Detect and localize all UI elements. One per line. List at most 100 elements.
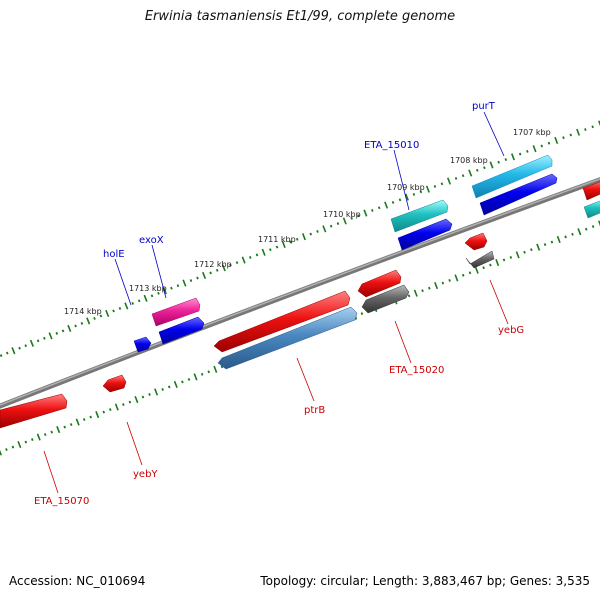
minor-tick — [591, 125, 594, 129]
kbp-label-1709: 1709 kbp — [387, 183, 425, 192]
minor-tick — [391, 201, 395, 204]
gene-holE[interactable] — [133, 336, 152, 353]
minor-tick — [336, 222, 340, 226]
gene-yebG-neighbor[interactable] — [464, 232, 488, 251]
gene-ETA_15020-neighbor[interactable] — [361, 284, 410, 314]
genome-backbone-highlight — [0, 178, 600, 406]
kbp-label-1710: 1710 kbp — [323, 210, 361, 219]
minor-tick — [550, 240, 554, 244]
minor-tick — [289, 240, 292, 244]
minor-tick — [360, 312, 364, 316]
major-tick — [301, 233, 306, 241]
minor-tick — [530, 248, 533, 252]
leader-ptrB — [296, 357, 315, 402]
minor-tick — [61, 329, 65, 333]
minor-tick — [584, 227, 588, 231]
major-tick — [29, 339, 34, 347]
major-tick — [0, 449, 3, 456]
minor-tick — [161, 388, 164, 391]
gene-purT[interactable] — [471, 154, 553, 199]
minor-tick — [5, 351, 9, 355]
accession-text: Accession: NC_010694 — [9, 574, 146, 588]
minor-tick — [269, 248, 272, 252]
major-tick — [36, 433, 41, 441]
major-tick — [434, 282, 439, 290]
major-tick — [474, 266, 479, 274]
minor-tick — [407, 294, 411, 298]
major-tick — [154, 388, 159, 396]
kbp-label-1708: 1708 kbp — [450, 156, 488, 165]
minor-tick — [43, 336, 46, 340]
kbp-label-1713: 1713 kbp — [129, 284, 167, 293]
minor-tick — [108, 408, 112, 411]
minor-tick — [569, 133, 573, 137]
minor-tick — [207, 370, 211, 374]
minor-tick — [482, 266, 485, 270]
minor-tick — [433, 185, 437, 188]
gene-ptrB[interactable] — [213, 290, 351, 353]
minor-tick — [419, 190, 423, 194]
major-tick — [489, 161, 494, 169]
minor-tick — [518, 152, 522, 156]
gene-exoX-neighbor[interactable] — [158, 316, 205, 345]
minor-tick — [63, 425, 66, 429]
major-tick — [95, 411, 100, 419]
minor-tick — [489, 263, 492, 267]
minor-tick — [421, 289, 424, 293]
minor-tick — [229, 263, 232, 267]
minor-tick — [93, 316, 96, 320]
minor-tick — [249, 256, 252, 259]
gene-yebG[interactable] — [465, 250, 495, 269]
minor-tick — [448, 279, 451, 282]
minor-tick — [526, 149, 529, 153]
gene-ETA_15020[interactable] — [357, 269, 402, 298]
minor-tick — [504, 158, 508, 161]
minor-tick — [122, 403, 125, 406]
major-tick — [75, 418, 80, 426]
major-tick — [598, 220, 600, 227]
gene-purT-neighbor[interactable] — [479, 173, 558, 216]
minor-tick — [200, 372, 204, 376]
minor-tick — [157, 291, 160, 295]
minor-tick — [329, 224, 333, 228]
minor-tick — [235, 261, 239, 265]
major-tick — [162, 287, 167, 295]
gene-ETA_15010[interactable] — [390, 199, 449, 233]
gene-right-edge-forward[interactable] — [582, 180, 600, 219]
gene-label-holE: holE — [103, 249, 125, 260]
minor-tick — [170, 286, 173, 290]
map-title: Erwinia tasmaniensis Et1/99, complete ge… — [144, 9, 456, 24]
major-tick — [404, 193, 409, 201]
gene-exoX[interactable] — [151, 297, 201, 327]
leader-yebG — [489, 279, 509, 325]
genome-summary-text: Topology: circular; Length: 3,883,467 bp… — [260, 574, 590, 588]
minor-tick — [275, 245, 279, 249]
leader-ETA_15070 — [43, 450, 59, 494]
leader-purT — [483, 111, 505, 157]
gene-ptrB-steel[interactable] — [217, 306, 358, 370]
major-tick — [182, 279, 187, 287]
major-tick — [515, 251, 520, 259]
major-tick — [363, 209, 368, 217]
major-tick — [221, 264, 226, 272]
minor-tick — [0, 354, 3, 358]
minor-tick — [82, 418, 86, 422]
major-tick — [577, 228, 582, 236]
gene-ETA_15070[interactable] — [0, 393, 68, 429]
gene-ETA_15010-neighbor[interactable] — [397, 218, 453, 251]
minor-tick — [167, 385, 171, 389]
leader-exoX — [151, 244, 167, 299]
minor-tick — [102, 410, 106, 414]
gene-label-ETA_15070: ETA_15070 — [34, 496, 89, 507]
major-tick — [468, 169, 473, 177]
major-tick — [202, 271, 207, 280]
minor-tick — [350, 216, 353, 220]
kbp-label-1712: 1712 kbp — [194, 260, 232, 269]
minor-tick — [571, 232, 574, 236]
major-tick — [342, 217, 347, 225]
gene-yebY[interactable] — [102, 374, 127, 393]
minor-tick — [215, 268, 219, 272]
minor-tick — [543, 243, 547, 247]
major-tick — [454, 274, 459, 282]
